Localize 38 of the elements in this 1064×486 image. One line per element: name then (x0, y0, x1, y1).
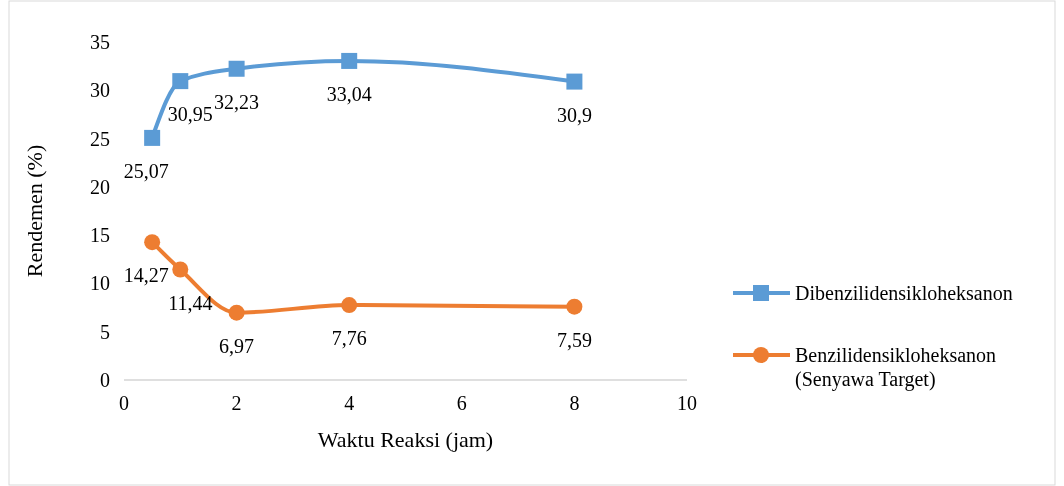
y-tick-label: 0 (100, 369, 110, 391)
point (144, 129, 161, 146)
point (341, 52, 358, 69)
x-tick-label: 2 (231, 392, 242, 414)
x-tick-label: 4 (344, 392, 355, 414)
y-tick-label: 25 (90, 127, 110, 150)
point (228, 60, 245, 77)
data-label: 7,59 (556, 328, 592, 351)
point (566, 73, 583, 90)
y-tick-label: 15 (90, 224, 110, 247)
x-tick-label: 8 (569, 392, 580, 414)
y-tick-label: 10 (90, 272, 110, 295)
point (144, 234, 161, 251)
data-label: 33,04 (326, 82, 372, 105)
x-tick-label: 6 (456, 392, 467, 414)
x-tick-label: 10 (677, 392, 697, 414)
y-axis-title: Rendemen (%) (22, 144, 47, 278)
point (341, 297, 358, 314)
data-label: 30,95 (167, 103, 213, 126)
data-label: 30,9 (556, 103, 592, 126)
x-axis-title: Waktu Reaksi (jam) (317, 427, 494, 452)
y-tick-label: 30 (90, 79, 110, 102)
data-label: 14,27 (123, 264, 169, 287)
point (566, 298, 583, 315)
legend-label: Benzilidensikloheksanon (Senyawa Target) (795, 344, 997, 391)
y-tick-label: 35 (90, 31, 110, 53)
data-label: 32,23 (214, 90, 260, 113)
data-label: 7,76 (331, 327, 367, 350)
legend-label: Dibenzilidensikloheksanon (795, 282, 1013, 304)
y-tick-label: 5 (100, 320, 110, 343)
data-label: 11,44 (168, 291, 213, 314)
x-tick-label: 0 (119, 392, 129, 414)
data-label: 25,07 (123, 159, 169, 182)
data-label: 6,97 (219, 334, 255, 357)
point (172, 73, 189, 90)
point (172, 261, 189, 278)
y-tick-label: 20 (90, 175, 110, 198)
point (228, 304, 245, 321)
